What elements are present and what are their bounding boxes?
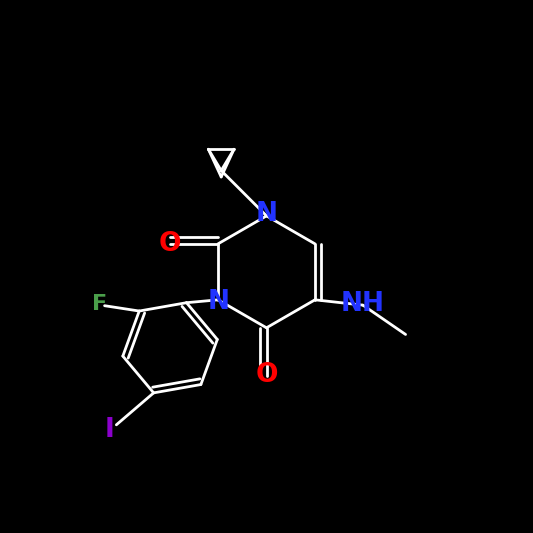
Text: O: O [159,231,181,257]
Text: O: O [255,362,278,387]
Text: F: F [92,294,107,314]
Text: N: N [255,201,278,227]
Text: I: I [105,417,115,443]
Text: NH: NH [341,290,385,317]
Text: N: N [208,289,230,315]
